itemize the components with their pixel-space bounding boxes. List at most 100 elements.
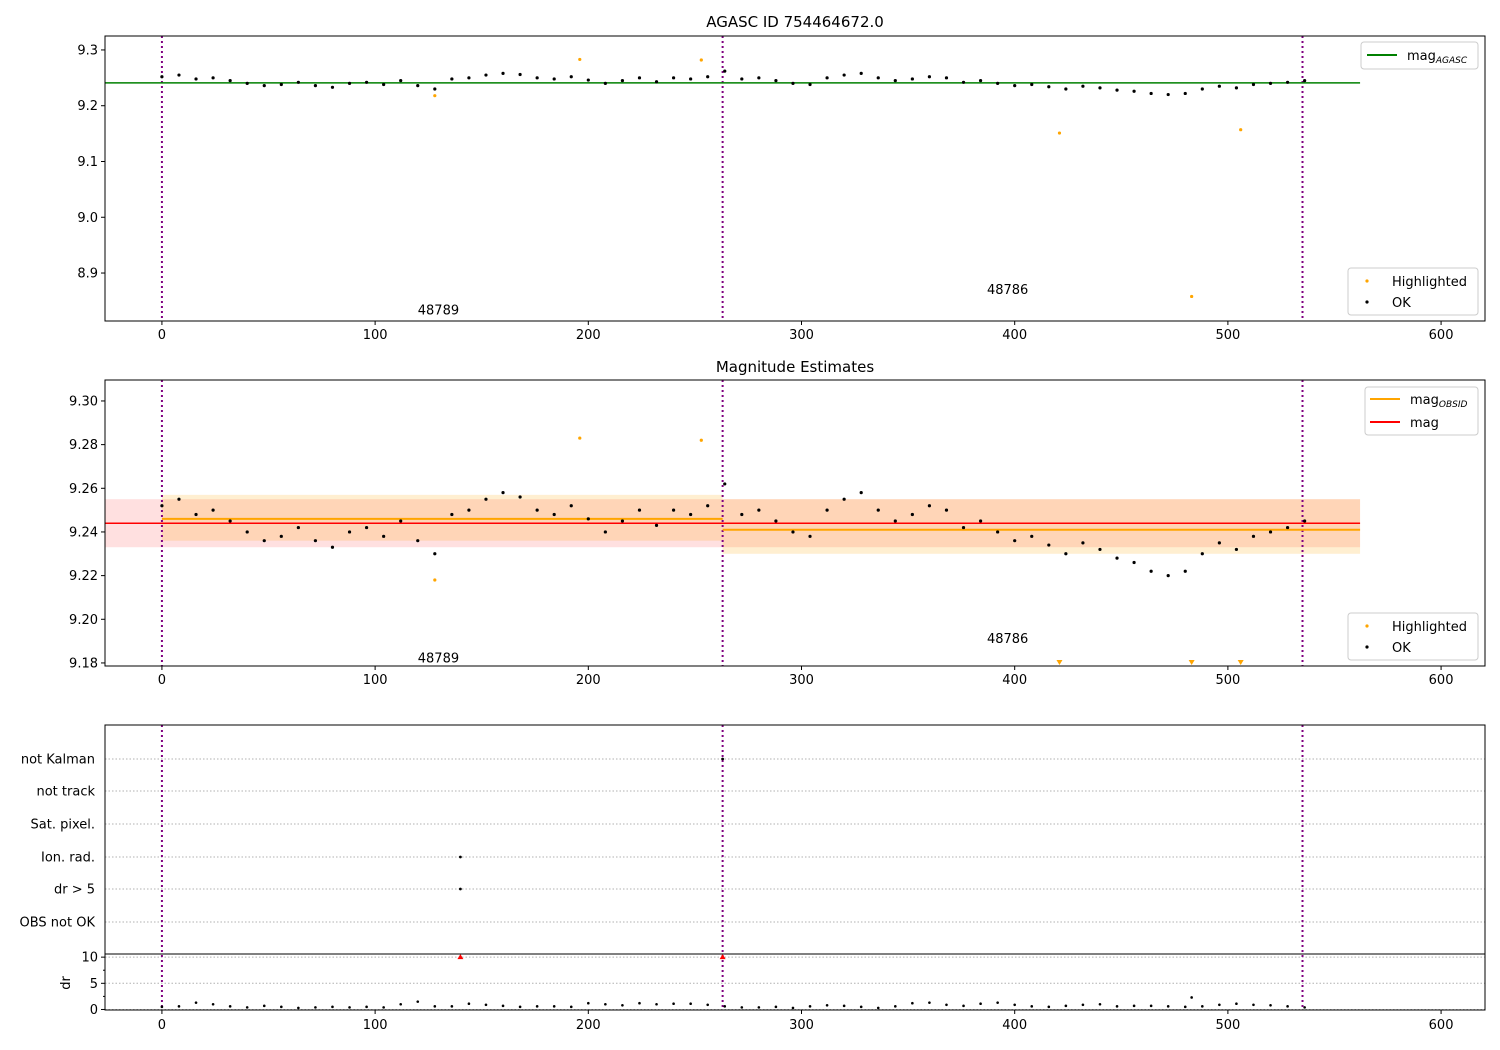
ok-point: [569, 504, 573, 508]
ok-point: [620, 79, 625, 83]
dr-point: [280, 1005, 283, 1009]
legend-obsid-text: mag: [1410, 393, 1439, 408]
ok-point: [1098, 547, 1102, 552]
flag-point: [721, 757, 725, 761]
x-tick-label: 100: [363, 1018, 388, 1033]
dr-point: [1190, 996, 1193, 999]
legend-highlighted-marker: [1365, 279, 1369, 283]
dr-point: [1132, 1004, 1136, 1008]
legend-obsid-sub: OBSID: [1439, 400, 1468, 410]
dr-point: [211, 1002, 215, 1006]
dr-point: [297, 1006, 300, 1010]
dr-point: [1166, 1005, 1170, 1008]
flag-label: not Kalman: [21, 753, 95, 768]
ok-point: [1200, 87, 1204, 91]
y-tick-label: 9.24: [69, 525, 98, 540]
y-tick-label: 8.9: [77, 267, 98, 282]
dr-point: [160, 1005, 164, 1009]
ok-point: [433, 87, 437, 91]
x-tick-label: 300: [789, 1018, 814, 1033]
ok-point: [637, 76, 642, 80]
ok-point: [603, 81, 607, 86]
dr-point: [604, 1002, 607, 1006]
obsid-label: 48786: [987, 283, 1028, 298]
ok-point: [467, 508, 471, 512]
ok-point: [757, 508, 761, 512]
highlighted-point: [433, 94, 437, 98]
legend-agasc-label: magAGASC: [1407, 49, 1468, 66]
title-top: AGASC ID 754464672.0: [706, 13, 884, 31]
ok-point: [706, 504, 710, 508]
ok-point: [450, 77, 454, 81]
dr-point: [1235, 1002, 1238, 1006]
dr-point: [228, 1005, 232, 1008]
ok-point: [160, 504, 164, 508]
dr-point: [484, 1003, 488, 1007]
ok-point: [501, 491, 505, 495]
ok-point: [211, 508, 215, 512]
ok-point: [262, 539, 266, 543]
dr-point: [1269, 1003, 1272, 1007]
dr-point: [552, 1005, 556, 1008]
ok-point: [552, 77, 556, 81]
legend-highlighted-marker: [1365, 624, 1369, 628]
highlighted-offscale-marker: [1237, 660, 1244, 665]
ok-point: [518, 72, 522, 77]
ok-point: [296, 80, 300, 84]
x-tick-label: 0: [158, 328, 166, 343]
legend-mag-sub: AGASC: [1435, 56, 1468, 66]
ok-point: [1030, 534, 1034, 538]
ok-point: [774, 79, 778, 83]
dr-point: [1064, 1004, 1068, 1008]
y-tick-label: 9.20: [69, 613, 98, 628]
x-tick-label: 500: [1215, 328, 1240, 343]
ok-point: [330, 545, 335, 549]
ok-point: [364, 525, 369, 530]
legend-highlighted-label: Highlighted: [1392, 275, 1467, 290]
legend-mag-label: mag: [1410, 416, 1439, 431]
ok-point: [876, 76, 880, 80]
legend-bottom-box: [1347, 612, 1479, 661]
dr-point: [808, 1005, 812, 1008]
dr-point: [535, 1005, 539, 1008]
ok-point: [774, 519, 778, 523]
dr-point: [433, 1005, 437, 1008]
flag-label: not track: [36, 785, 95, 800]
ok-point: [689, 512, 693, 517]
ok-point: [313, 84, 318, 88]
ok-point: [262, 84, 266, 88]
dr-point: [638, 1001, 641, 1005]
dr-point: [689, 1002, 692, 1006]
dr-point: [911, 1001, 914, 1005]
dr-point: [331, 1005, 334, 1009]
obsid-band: [722, 499, 1361, 554]
highlighted-point: [578, 57, 582, 62]
x-tick-label: 100: [363, 328, 388, 343]
ok-point: [1285, 525, 1290, 530]
ok-point: [671, 508, 676, 512]
ok-point: [228, 79, 232, 83]
legend-highlighted-label: Highlighted: [1392, 620, 1467, 635]
y-tick-label: 9.30: [69, 394, 98, 409]
ok-point: [1251, 534, 1256, 538]
ok-point: [296, 525, 300, 530]
x-tick-label: 200: [576, 328, 601, 343]
dr-tick-label: 5: [90, 977, 98, 992]
dr-point: [842, 1004, 846, 1008]
y-tick-label: 9.3: [77, 43, 98, 58]
x-tick-label: 0: [158, 1018, 166, 1033]
ok-point: [876, 508, 880, 512]
ok-point: [1200, 552, 1204, 556]
dr-point: [1081, 1003, 1085, 1007]
legend-top-box: [1360, 41, 1479, 70]
legend-mag-text: mag: [1407, 49, 1436, 64]
dr-point: [945, 1003, 948, 1007]
ok-point: [330, 85, 335, 89]
ok-point: [859, 491, 863, 495]
ok-point: [1285, 80, 1290, 84]
x-tick-label: 600: [1429, 328, 1454, 343]
dr-point: [791, 1006, 795, 1010]
panel-magnitude-estimates: 48789 48786 0 100 200 300 400 500 600 9.18 9.20 9.2…: [69, 379, 1486, 688]
ok-point: [654, 523, 659, 528]
y-tick-label: 9.22: [69, 569, 98, 584]
